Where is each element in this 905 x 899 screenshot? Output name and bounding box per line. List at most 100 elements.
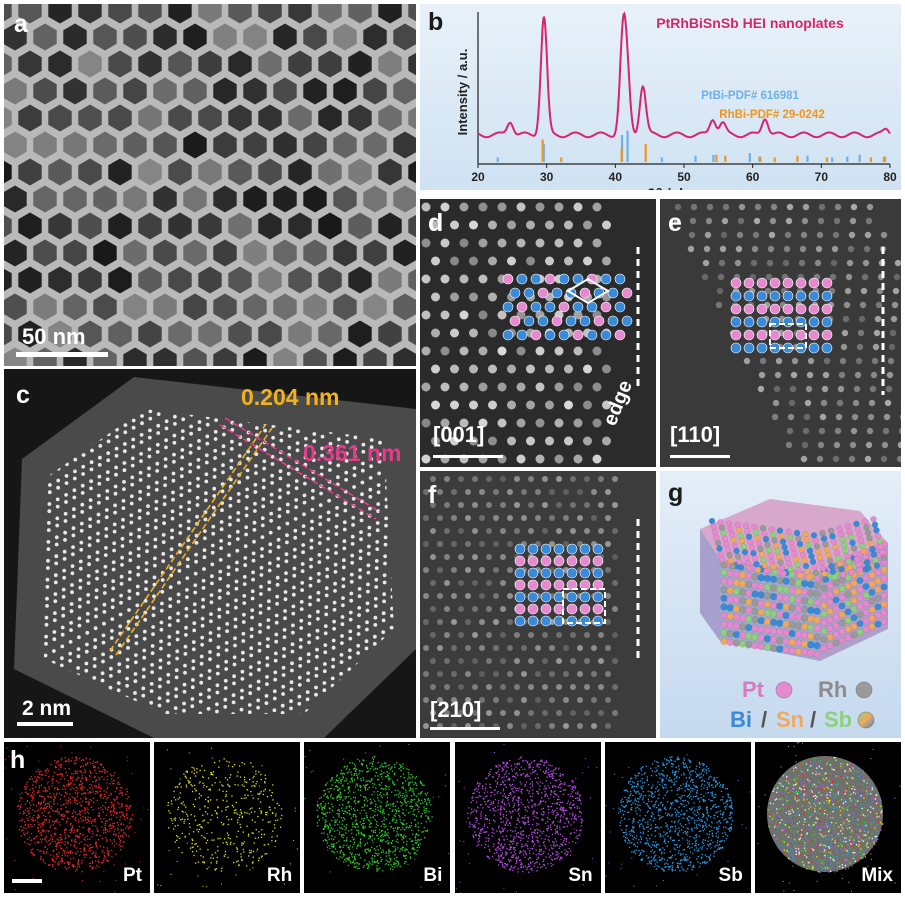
model-atom [800, 648, 809, 657]
model-atom [782, 290, 794, 302]
eds-count [70, 822, 72, 825]
eds-count [73, 844, 75, 846]
model-atom [592, 567, 604, 579]
eds-count [199, 769, 201, 772]
atom [137, 508, 142, 513]
atom-column [542, 528, 548, 534]
panel-label-h: h [10, 746, 26, 774]
nanoplate [78, 158, 102, 186]
eds-count [93, 818, 96, 821]
eds-count [90, 820, 93, 823]
model-atom [788, 612, 796, 620]
model-atom [876, 538, 883, 545]
atom [358, 549, 363, 553]
eds-count [113, 804, 115, 806]
atom [179, 467, 184, 471]
atom [44, 691, 47, 696]
atom [297, 694, 302, 699]
eds-count [100, 818, 102, 820]
atom-column [421, 274, 431, 284]
nanoplate [168, 266, 192, 294]
atom [294, 486, 299, 491]
eds-count [75, 786, 77, 789]
eds-count [122, 813, 124, 816]
atom-column [488, 328, 497, 338]
atom [122, 461, 127, 465]
model-atom [776, 602, 784, 610]
eds-count [81, 871, 83, 873]
atom [34, 379, 38, 383]
nanoplate [78, 50, 102, 78]
atom [210, 562, 215, 567]
eds-count [227, 783, 229, 786]
atom [184, 625, 188, 630]
eds-count [37, 849, 39, 851]
atom [78, 585, 83, 590]
model-atom [763, 609, 772, 617]
eds-count [59, 765, 61, 767]
eds-count [193, 831, 195, 833]
atom [212, 475, 217, 479]
atom-column [605, 619, 611, 625]
eds-count [168, 810, 170, 812]
atom [159, 639, 163, 644]
atom [353, 454, 357, 459]
eds-noise [90, 746, 92, 748]
atom [245, 487, 250, 492]
model-atom [514, 543, 526, 555]
eds-count [113, 840, 116, 843]
eds-count [173, 818, 175, 820]
atom [284, 559, 289, 564]
eds-count [226, 790, 228, 793]
eds-count [86, 844, 88, 846]
atom-column [451, 489, 457, 495]
atom [182, 372, 186, 376]
eds-noise [6, 838, 8, 840]
eds-count [96, 842, 98, 844]
eds-count [93, 776, 96, 779]
nanoplate [318, 50, 342, 78]
scale-bar-c [17, 722, 73, 726]
atom [67, 387, 71, 391]
model-atom [821, 329, 833, 341]
eds-count [78, 836, 80, 838]
eds-noise [75, 866, 77, 868]
atom-column [500, 476, 506, 482]
eds-count [94, 785, 96, 787]
atom [368, 487, 373, 492]
model-atom [862, 617, 870, 625]
nanoplate [198, 104, 222, 132]
eds-count [33, 814, 35, 817]
atom-column [528, 684, 534, 690]
atom [167, 635, 172, 639]
model-atom [558, 329, 570, 341]
eds-count [26, 801, 28, 803]
atom [102, 610, 107, 614]
eds-count [188, 782, 190, 784]
atom-column [554, 202, 564, 212]
atom [210, 581, 214, 586]
eds-count [107, 859, 109, 862]
atom [253, 509, 257, 513]
eds-count [25, 827, 27, 830]
reference-legend: PtBi-PDF# 616981 [701, 90, 799, 102]
eds-count [106, 782, 108, 784]
eds-count [261, 811, 263, 813]
atom-column [507, 567, 513, 573]
model-atom [832, 622, 840, 630]
atom [133, 369, 137, 373]
eds-count [40, 855, 42, 858]
atom [24, 440, 28, 444]
atom [323, 650, 328, 655]
spacing-label-0204: 0.204 nm [241, 384, 340, 410]
eds-count [261, 833, 263, 836]
atom [255, 426, 259, 430]
atom [328, 449, 333, 453]
atom [160, 601, 164, 606]
eds-count [52, 775, 54, 777]
eds-count [194, 843, 196, 846]
nanoplate [348, 104, 372, 132]
eds-count [123, 818, 126, 820]
atom [300, 562, 305, 566]
model-atom [788, 647, 796, 655]
